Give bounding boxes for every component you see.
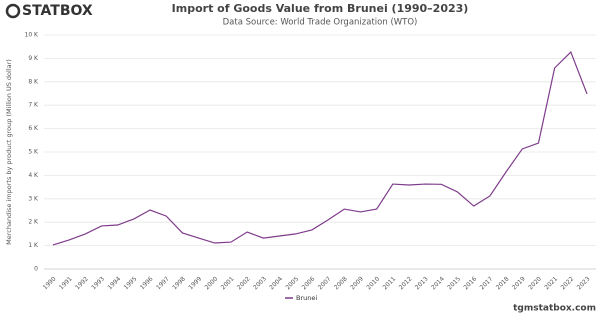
x-tick-label: 2013 — [414, 275, 430, 291]
x-tick-label: 2014 — [430, 275, 446, 291]
x-tick-label: 2021 — [543, 275, 559, 291]
x-tick-label: 2006 — [301, 275, 317, 291]
logo-icon — [5, 3, 21, 19]
x-tick-label: 1995 — [123, 275, 139, 291]
x-tick-label: 2003 — [252, 275, 268, 291]
chart-title: Import of Goods Value from Brunei (1990–… — [172, 2, 469, 15]
chart-subtitle: Data Source: World Trade Organization (W… — [223, 18, 418, 28]
x-tick-label: 2008 — [333, 275, 349, 291]
x-tick-label: 2011 — [382, 275, 398, 291]
y-tick-label: 1 K — [28, 242, 39, 249]
x-tick-label: 1993 — [90, 275, 106, 291]
y-tick-label: 8 K — [28, 78, 39, 85]
legend-label: Brunei — [296, 294, 317, 302]
x-tick-label: 1997 — [155, 275, 171, 291]
x-tick-label: 2005 — [284, 275, 300, 291]
x-tick-label: 1990 — [42, 275, 58, 291]
x-tick-label: 1992 — [74, 275, 90, 291]
y-tick-label: 4 K — [28, 172, 39, 179]
x-tick-label: 1996 — [139, 275, 155, 291]
logo: STATBOX — [5, 3, 93, 19]
x-tick-label: 1994 — [106, 275, 122, 291]
x-tick-label: 2010 — [365, 275, 381, 291]
y-tick-label: 10 K — [25, 32, 40, 39]
x-tick-label: 2000 — [204, 275, 220, 291]
y-tick-label: 0 — [34, 266, 38, 273]
logo-text: STATBOX — [22, 3, 93, 19]
x-tick-label: 2018 — [495, 275, 511, 291]
x-tick-label: 2009 — [349, 275, 365, 291]
x-tick-label: 2015 — [446, 275, 462, 291]
data-line — [52, 51, 588, 246]
x-tick-label: 2019 — [511, 275, 527, 291]
x-tick-label: 1991 — [58, 275, 74, 291]
y-tick-label: 7 K — [28, 102, 39, 109]
x-tick-label: 2016 — [462, 275, 478, 291]
y-tick-label: 5 K — [28, 149, 39, 156]
y-tick-label: 9 K — [28, 55, 39, 62]
x-tick-label: 2001 — [220, 275, 236, 291]
footer: tgmstatbox.com — [513, 304, 596, 314]
x-tick-label: 2020 — [527, 275, 543, 291]
x-tick-label: 2023 — [576, 275, 592, 291]
x-tick-label: 2004 — [268, 275, 284, 291]
x-tick-label: 2007 — [317, 275, 333, 291]
x-tick-label: 2012 — [398, 275, 414, 291]
x-tick-label: 1998 — [171, 275, 187, 291]
x-tick-label: 1999 — [187, 275, 203, 291]
x-tick-label: 2017 — [479, 275, 495, 291]
y-tick-label: 3 K — [28, 195, 39, 202]
y-tick-label: 2 K — [28, 219, 39, 226]
y-tick-label: 6 K — [28, 125, 39, 132]
y-axis-label: Merchandise imports by product group (Mi… — [5, 59, 13, 245]
x-tick-label: 2002 — [236, 275, 252, 291]
x-tick-label: 2022 — [560, 275, 576, 291]
